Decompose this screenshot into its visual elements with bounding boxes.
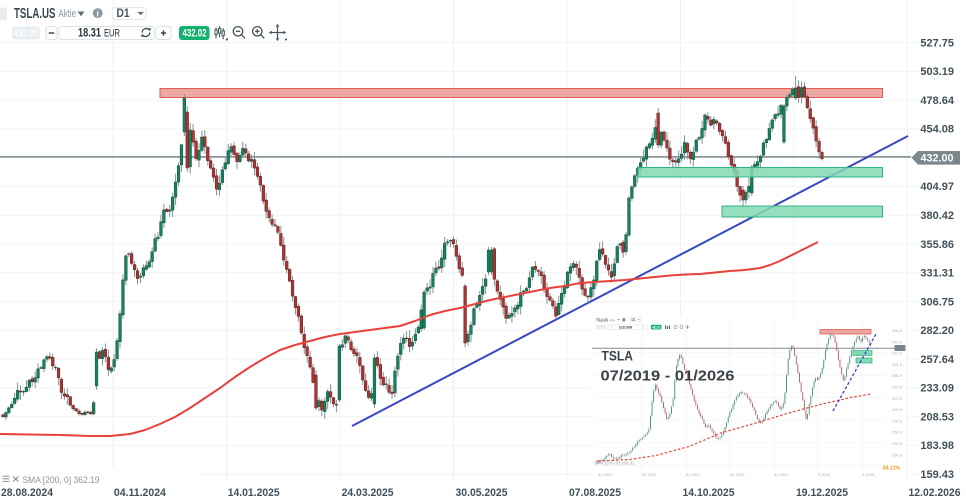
- svg-text:432.02: 432.02: [183, 28, 207, 40]
- svg-text:183.98: 183.98: [920, 440, 954, 452]
- svg-text:04.11.2024: 04.11.2024: [114, 487, 167, 499]
- svg-text:322.9: 322.9: [892, 396, 903, 401]
- svg-text:233.09: 233.09: [920, 383, 954, 395]
- svg-text:01.2020: 01.2020: [598, 472, 613, 477]
- svg-text:84.21%: 84.21%: [883, 466, 901, 472]
- svg-text:TSLA.US: TSLA.US: [14, 6, 56, 22]
- svg-text:SMA [200, 0] 362.19: SMA [200, 0] 362.19: [23, 475, 100, 486]
- svg-text:454.08: 454.08: [920, 124, 954, 136]
- svg-text:30.05.2025: 30.05.2025: [456, 487, 508, 499]
- svg-text:Aktie: Aktie: [610, 318, 616, 322]
- svg-text:432.02: 432.02: [652, 326, 660, 330]
- svg-text:159.43: 159.43: [920, 469, 954, 481]
- svg-text:07/2019 - 01/2026: 07/2019 - 01/2026: [601, 368, 735, 385]
- svg-text:D1: D1: [632, 318, 636, 322]
- svg-text:14.01.2025: 14.01.2025: [228, 487, 280, 499]
- svg-text:19.12.2025: 19.12.2025: [796, 487, 848, 499]
- svg-text:282.20: 282.20: [920, 325, 954, 337]
- svg-text:01.2021: 01.2021: [642, 472, 657, 477]
- svg-text:SMA [200, 0] 269.31: SMA [200, 0] 269.31: [594, 461, 635, 466]
- svg-text:306.75: 306.75: [920, 296, 954, 308]
- svg-text:460.9: 460.9: [892, 328, 903, 333]
- svg-text:07.08.2025: 07.08.2025: [569, 487, 621, 499]
- svg-text:TSLA: TSLA: [602, 349, 634, 364]
- svg-text:437.9: 437.9: [892, 339, 903, 344]
- svg-text:368.9: 368.9: [892, 373, 903, 378]
- svg-text:391.9: 391.9: [892, 362, 903, 367]
- svg-text:432.00: 432.00: [14, 27, 39, 39]
- svg-text:TSLA.US: TSLA.US: [596, 318, 608, 323]
- svg-text:2.2025: 2.2025: [862, 472, 875, 477]
- svg-text:414.9: 414.9: [892, 351, 903, 356]
- svg-text:503.19: 503.19: [920, 66, 954, 78]
- svg-text:404.97: 404.97: [920, 181, 954, 193]
- svg-text:208.53: 208.53: [920, 411, 954, 423]
- svg-text:14.10.2025: 14.10.2025: [683, 487, 735, 499]
- svg-text:276.9: 276.9: [892, 418, 903, 423]
- svg-text:28.08.2024: 28.08.2024: [1, 487, 54, 499]
- svg-text:EUR: EUR: [104, 27, 120, 39]
- svg-text:299.9: 299.9: [892, 407, 903, 412]
- svg-text:380.42: 380.42: [920, 210, 954, 222]
- svg-text:478.64: 478.64: [920, 95, 955, 107]
- svg-text:Aktie: Aktie: [59, 8, 77, 20]
- svg-text:18.31: 18.31: [78, 28, 101, 40]
- svg-text:24.03.2025: 24.03.2025: [342, 487, 394, 499]
- svg-text:12.02.2026: 12.02.2026: [909, 487, 961, 499]
- svg-text:18.31 EUR: 18.31 EUR: [619, 325, 632, 330]
- svg-text:355.86: 355.86: [920, 239, 954, 251]
- svg-text:253.9: 253.9: [892, 430, 903, 435]
- svg-text:D1: D1: [117, 8, 131, 20]
- svg-text:345.9: 345.9: [892, 385, 903, 390]
- svg-text:257.64: 257.64: [920, 354, 955, 366]
- svg-text:5.2025: 5.2025: [818, 472, 831, 477]
- svg-text:207.9: 207.9: [892, 452, 903, 457]
- svg-text:01.2022: 01.2022: [686, 472, 701, 477]
- svg-text:527.75: 527.75: [920, 37, 954, 49]
- svg-text:230.9: 230.9: [892, 441, 903, 446]
- svg-text:331.31: 331.31: [920, 268, 954, 280]
- svg-text:01.2024: 01.2024: [774, 472, 789, 477]
- svg-text:i: i: [97, 8, 99, 18]
- svg-text:01.2023: 01.2023: [730, 472, 745, 477]
- svg-text:432.00: 432.00: [921, 153, 954, 165]
